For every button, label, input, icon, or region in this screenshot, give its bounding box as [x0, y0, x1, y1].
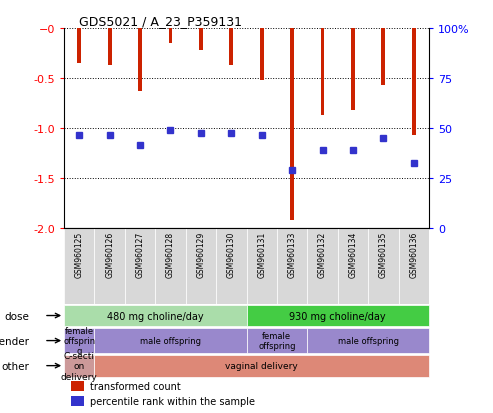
Bar	[64, 329, 95, 353]
Bar	[412, 29, 416, 136]
Bar	[351, 29, 355, 111]
Text: female
offspring: female offspring	[258, 331, 296, 350]
Bar	[216, 229, 246, 304]
Bar	[368, 229, 398, 304]
Text: GSM960134: GSM960134	[349, 231, 357, 278]
Text: dose: dose	[4, 311, 30, 321]
Text: GSM960136: GSM960136	[409, 231, 418, 278]
Bar	[320, 29, 324, 116]
Bar	[77, 29, 81, 64]
Bar	[138, 29, 142, 92]
Bar	[155, 229, 186, 304]
Bar	[307, 229, 338, 304]
Text: male offspring: male offspring	[338, 336, 399, 345]
Bar	[260, 29, 264, 81]
Text: 480 mg choline/day: 480 mg choline/day	[107, 311, 204, 321]
Text: GSM960127: GSM960127	[136, 231, 144, 277]
Bar	[64, 305, 246, 327]
Bar	[382, 29, 385, 86]
Text: female
offsprin
g: female offsprin g	[63, 326, 95, 356]
Bar	[64, 355, 95, 377]
Bar	[108, 29, 111, 66]
Bar	[71, 396, 84, 406]
Bar	[229, 29, 233, 66]
Text: 930 mg choline/day: 930 mg choline/day	[289, 311, 386, 321]
Bar	[186, 229, 216, 304]
Text: GDS5021 / A_23_P359131: GDS5021 / A_23_P359131	[79, 15, 242, 28]
Text: GSM960132: GSM960132	[318, 231, 327, 277]
Text: GSM960131: GSM960131	[257, 231, 266, 277]
Bar	[169, 29, 173, 44]
Text: gender: gender	[0, 336, 30, 346]
Text: GSM960135: GSM960135	[379, 231, 388, 278]
Bar	[246, 305, 429, 327]
Bar	[71, 381, 84, 391]
Text: other: other	[1, 361, 30, 371]
Text: GSM960130: GSM960130	[227, 231, 236, 278]
Text: male offspring: male offspring	[140, 336, 201, 345]
Bar	[95, 229, 125, 304]
Bar	[307, 329, 429, 353]
Text: GSM960125: GSM960125	[75, 231, 84, 277]
Bar	[64, 229, 95, 304]
Text: GSM960129: GSM960129	[196, 231, 206, 277]
Text: GSM960133: GSM960133	[287, 231, 297, 278]
Text: GSM960126: GSM960126	[105, 231, 114, 277]
Bar	[95, 329, 246, 353]
Text: GSM960128: GSM960128	[166, 231, 175, 277]
Bar	[246, 329, 307, 353]
Bar	[398, 229, 429, 304]
Bar	[277, 229, 307, 304]
Bar	[246, 229, 277, 304]
Text: vaginal delivery: vaginal delivery	[225, 361, 298, 370]
Text: transformed count: transformed count	[90, 381, 180, 391]
Bar	[338, 229, 368, 304]
Text: C-secti
on
delivery: C-secti on delivery	[61, 351, 98, 381]
Bar	[290, 29, 294, 221]
Bar	[199, 29, 203, 51]
Text: percentile rank within the sample: percentile rank within the sample	[90, 396, 254, 406]
Bar	[125, 229, 155, 304]
